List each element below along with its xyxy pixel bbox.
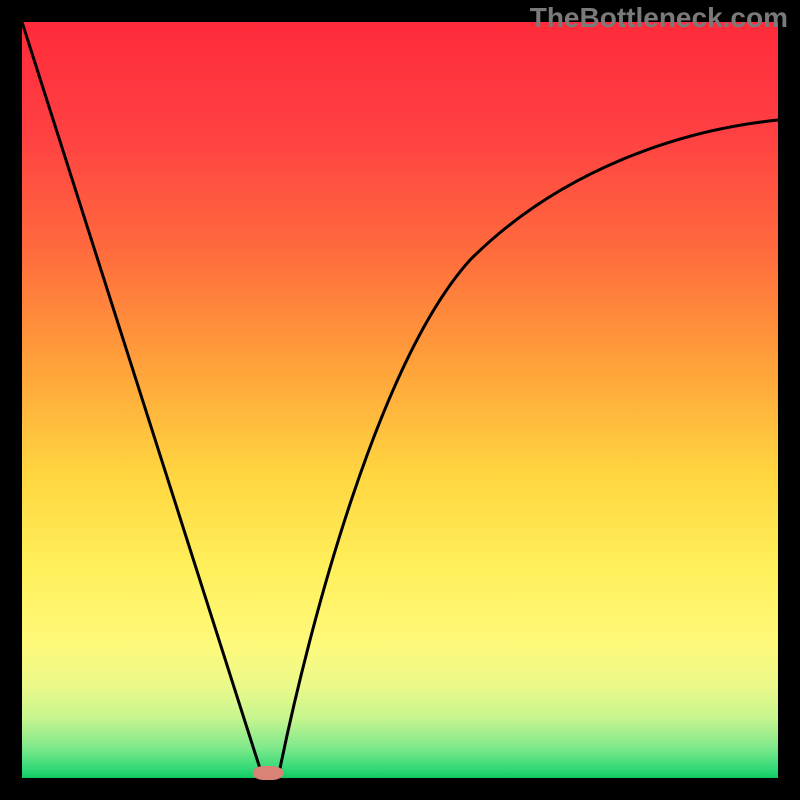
watermark-text: TheBottleneck.com <box>530 2 788 34</box>
chart-svg <box>0 0 800 800</box>
plot-background <box>22 22 778 778</box>
chart-frame: TheBottleneck.com <box>0 0 800 800</box>
minimum-marker <box>253 766 283 780</box>
